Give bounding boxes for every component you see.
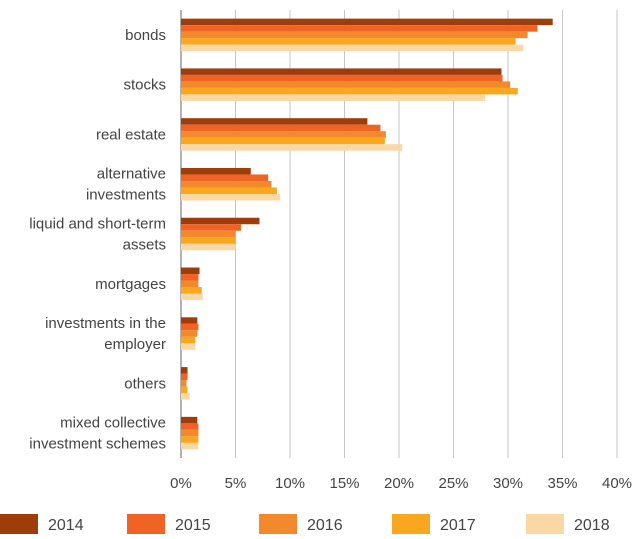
bar-2018-7 xyxy=(181,393,190,400)
bar-2014-2 xyxy=(181,118,368,125)
bar-2014-5 xyxy=(181,267,200,275)
bar-2018-1 xyxy=(181,94,486,101)
bar-2017-8 xyxy=(181,436,199,443)
x-tick-label: 35% xyxy=(547,475,577,492)
bar-2017-5 xyxy=(181,287,202,294)
bar-2017-2 xyxy=(181,137,385,145)
bar-2015-2 xyxy=(181,124,381,132)
bar-2015-5 xyxy=(181,274,199,281)
category-label: mixed collective xyxy=(60,415,166,432)
bar-2016-8 xyxy=(181,429,199,437)
category-label: stocks xyxy=(123,77,166,94)
x-tick-label: 30% xyxy=(493,475,523,492)
bar-2017-3 xyxy=(181,187,277,194)
legend-swatch-2018 xyxy=(526,514,564,534)
bar-2016-7 xyxy=(181,380,187,387)
category-label: assets xyxy=(123,237,166,254)
bar-2014-4 xyxy=(181,217,260,225)
legend-label: 2016 xyxy=(307,517,343,534)
bar-2016-6 xyxy=(181,330,198,337)
category-label: mortgages xyxy=(95,276,166,293)
x-tick-label: 5% xyxy=(225,475,247,492)
bar-2016-1 xyxy=(181,81,511,88)
bar-2018-5 xyxy=(181,293,203,301)
bar-2015-4 xyxy=(181,224,241,231)
bar-2015-6 xyxy=(181,323,199,331)
bar-2017-7 xyxy=(181,386,188,394)
x-tick-label: 25% xyxy=(438,475,468,492)
bar-2014-6 xyxy=(181,317,198,324)
bar-2017-6 xyxy=(181,336,196,344)
x-tick-label: 20% xyxy=(384,475,414,492)
bar-2017-4 xyxy=(181,237,236,244)
bar-2016-5 xyxy=(181,280,199,288)
category-label: investments in the xyxy=(45,315,166,332)
bar-2015-7 xyxy=(181,373,188,381)
bar-2017-0 xyxy=(181,38,516,45)
bar-2015-8 xyxy=(181,423,199,430)
bar-2015-3 xyxy=(181,174,269,181)
legend-label: 2018 xyxy=(574,517,610,534)
category-label: others xyxy=(124,375,166,392)
bar-2016-4 xyxy=(181,230,236,238)
bar-2016-0 xyxy=(181,31,528,39)
bar-2018-2 xyxy=(181,144,403,151)
bar-2014-1 xyxy=(181,68,502,75)
bar-2014-8 xyxy=(181,416,198,424)
category-label: alternative xyxy=(97,166,166,183)
x-tick-label: 15% xyxy=(329,475,359,492)
legend-swatch-2016 xyxy=(259,514,297,534)
legend-swatch-2014 xyxy=(0,514,38,534)
category-label: real estate xyxy=(96,126,166,143)
bar-2018-3 xyxy=(181,193,281,201)
category-label: liquid and short-term xyxy=(29,216,166,233)
category-label: employer xyxy=(104,336,166,353)
bar-2014-0 xyxy=(181,18,553,26)
bar-2018-0 xyxy=(181,44,524,52)
legend-label: 2017 xyxy=(440,517,476,534)
legend-label: 2015 xyxy=(175,517,211,534)
category-label: investments xyxy=(86,187,166,204)
category-label: bonds xyxy=(125,27,166,44)
bar-2018-8 xyxy=(181,442,199,450)
bar-2016-2 xyxy=(181,131,386,138)
bar-2015-1 xyxy=(181,74,503,82)
bar-2015-0 xyxy=(181,25,538,32)
legend-swatch-2015 xyxy=(127,514,165,534)
x-tick-label: 10% xyxy=(275,475,305,492)
legend-swatch-2017 xyxy=(392,514,430,534)
bar-2017-1 xyxy=(181,87,518,95)
category-label: investment schemes xyxy=(29,436,166,453)
bar-2018-6 xyxy=(181,343,196,350)
bar-2014-3 xyxy=(181,167,251,175)
bar-2018-4 xyxy=(181,243,236,251)
x-tick-label: 0% xyxy=(170,475,192,492)
bar-2016-3 xyxy=(181,180,272,188)
legend-label: 2014 xyxy=(48,517,84,534)
x-tick-label: 40% xyxy=(602,475,632,492)
bar-2014-7 xyxy=(181,367,188,374)
